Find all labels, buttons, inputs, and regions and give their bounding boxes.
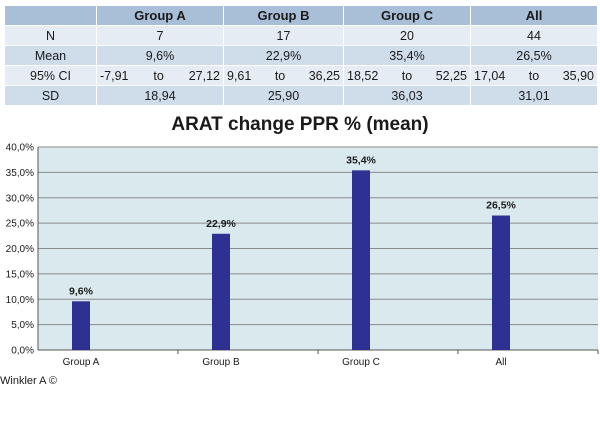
ci-cell: 9,61 to 36,25 bbox=[224, 66, 344, 86]
header-row: Group A Group B Group C All bbox=[5, 6, 598, 26]
cell: 26,5% bbox=[471, 46, 598, 66]
ci-low: 9,61 bbox=[227, 68, 252, 83]
ci-high: 52,25 bbox=[435, 68, 467, 83]
cell: 20 bbox=[344, 26, 471, 46]
x-tick-label: All bbox=[495, 357, 506, 368]
col-header: Group B bbox=[224, 6, 344, 26]
x-tick-label: Group B bbox=[202, 357, 240, 368]
ci-cell: -7,91 to 27,12 bbox=[97, 66, 224, 86]
ci-high: 35,90 bbox=[562, 68, 594, 83]
col-header: All bbox=[471, 6, 598, 26]
data-label: 22,9% bbox=[206, 218, 236, 230]
cell: 36,03 bbox=[344, 86, 471, 106]
x-tick-label: Group C bbox=[342, 357, 380, 368]
y-tick-label: 35,0% bbox=[6, 168, 34, 179]
ci-cell: 17,04 to 35,90 bbox=[471, 66, 598, 86]
x-tick-label: Group A bbox=[63, 357, 100, 368]
row-label: Mean bbox=[5, 46, 97, 66]
cell: 22,9% bbox=[224, 46, 344, 66]
bar bbox=[72, 301, 90, 350]
data-label: 26,5% bbox=[486, 200, 516, 212]
ci-low: 18,52 bbox=[347, 68, 379, 83]
cell: 35,4% bbox=[344, 46, 471, 66]
col-header: Group C bbox=[344, 6, 471, 26]
cell: 18,94 bbox=[97, 86, 224, 106]
cell: 44 bbox=[471, 26, 598, 46]
ci-high: 36,25 bbox=[308, 68, 340, 83]
row-label: SD bbox=[5, 86, 97, 106]
data-label: 35,4% bbox=[346, 154, 376, 166]
y-tick-label: 15,0% bbox=[6, 269, 34, 280]
stats-table: Group A Group B Group C All N 7 17 20 44… bbox=[5, 6, 598, 106]
header-corner bbox=[5, 6, 97, 26]
ci-to: to bbox=[274, 68, 286, 83]
ci-high: 27,12 bbox=[188, 68, 220, 83]
row-label: 95% CI bbox=[5, 66, 97, 86]
cell: 31,01 bbox=[471, 86, 598, 106]
row-ci: 95% CI -7,91 to 27,12 9,61 to 36,25 18,5… bbox=[5, 66, 598, 86]
cell: 7 bbox=[97, 26, 224, 46]
y-tick-label: 0,0% bbox=[11, 346, 34, 357]
bar bbox=[212, 233, 230, 350]
y-tick-label: 5,0% bbox=[11, 320, 34, 331]
y-tick-label: 20,0% bbox=[6, 244, 34, 255]
ci-to: to bbox=[528, 68, 540, 83]
bar bbox=[492, 215, 510, 350]
bar-chart: 0,0% 5,0% 10,0% 15,0% 20,0% 25,0% 30,0% 35,0% 40… bbox=[6, 143, 599, 368]
bar bbox=[352, 170, 370, 350]
cell: 9,6% bbox=[97, 46, 224, 66]
y-tick-label: 40,0% bbox=[6, 143, 34, 154]
y-tick-label: 30,0% bbox=[6, 193, 34, 204]
row-mean: Mean 9,6% 22,9% 35,4% 26,5% bbox=[5, 46, 598, 66]
y-tick-label: 25,0% bbox=[6, 219, 34, 230]
credit-text: Winkler A © bbox=[0, 375, 58, 387]
ci-low: -7,91 bbox=[100, 68, 129, 83]
ci-to: to bbox=[401, 68, 413, 83]
row-sd: SD 18,94 25,90 36,03 31,01 bbox=[5, 86, 598, 106]
chart-title: ARAT change PPR % (mean) bbox=[171, 114, 429, 135]
col-header: Group A bbox=[97, 6, 224, 26]
cell: 25,90 bbox=[224, 86, 344, 106]
row-label: N bbox=[5, 26, 97, 46]
ci-cell: 18,52 to 52,25 bbox=[344, 66, 471, 86]
ci-to: to bbox=[153, 68, 164, 83]
y-tick-label: 10,0% bbox=[6, 295, 34, 306]
ci-low: 17,04 bbox=[474, 68, 506, 83]
data-label: 9,6% bbox=[69, 285, 94, 297]
cell: 17 bbox=[224, 26, 344, 46]
row-n: N 7 17 20 44 bbox=[5, 26, 598, 46]
